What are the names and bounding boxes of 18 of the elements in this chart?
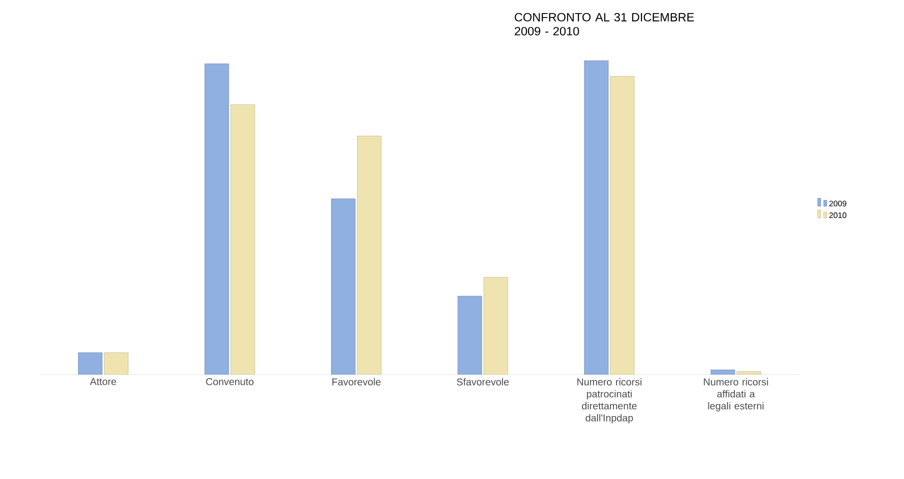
x-tick-label: Numero ricorsi affidati a legali esterni bbox=[704, 378, 768, 412]
bar bbox=[331, 198, 356, 374]
bar bbox=[204, 63, 229, 374]
x-tick-label: Favorevole bbox=[332, 378, 381, 386]
bar bbox=[710, 369, 736, 374]
bar bbox=[230, 104, 255, 374]
bar bbox=[104, 352, 128, 374]
chart-title: CONFRONTO AL 31 DICEMBRE 2009 - 2010 bbox=[514, 12, 694, 36]
x-tick-label: Numero ricorsi patrocinati direttamente dall'Inpdap bbox=[577, 378, 642, 424]
bar bbox=[458, 296, 482, 374]
bar bbox=[484, 276, 508, 374]
x-tick-label: Sfavorevole bbox=[456, 378, 509, 386]
bar bbox=[78, 352, 102, 374]
bar bbox=[610, 76, 634, 374]
x-tick-label: Convenuto bbox=[206, 378, 254, 385]
bar bbox=[584, 60, 609, 374]
x-tick-label: Attore bbox=[90, 378, 116, 385]
bar bbox=[357, 136, 382, 374]
